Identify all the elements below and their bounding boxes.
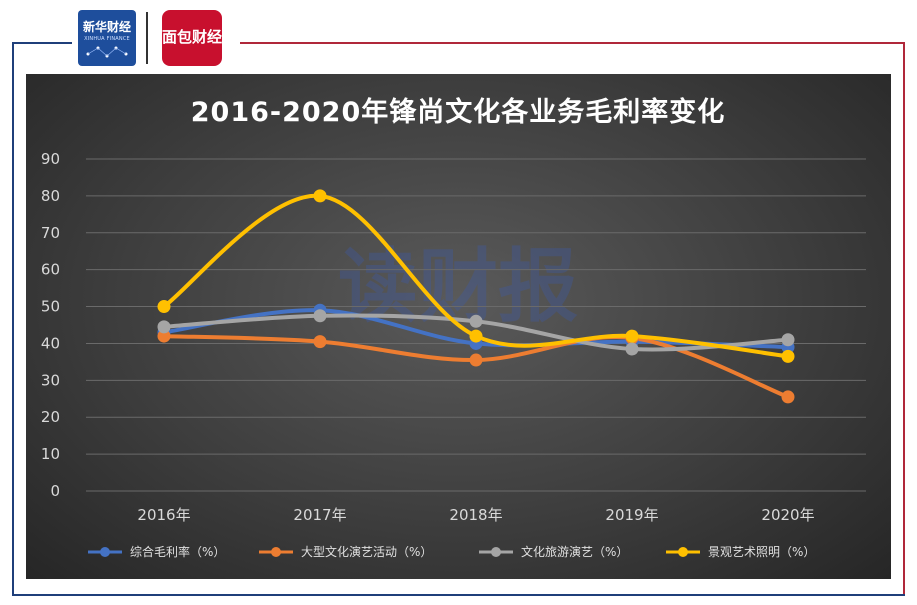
xinhua-logo-text: 新华财经 <box>82 20 131 34</box>
legend-label: 综合毛利率（%） <box>130 544 225 559</box>
mianbao-logo-text: 面包财经 <box>162 28 223 46</box>
constellation-icon <box>86 46 128 58</box>
mianbao-finance-logo: 面包财经 <box>162 10 222 66</box>
x-tick-label: 2020年 <box>761 506 814 524</box>
legend: 综合毛利率（%） 大型文化演艺活动（%） 文化旅游演艺（%） 景观艺术照明（%） <box>88 544 815 559</box>
legend-marker <box>491 547 501 557</box>
legend-marker <box>100 547 110 557</box>
data-point <box>313 309 327 323</box>
data-point <box>781 333 795 347</box>
y-tick-label: 20 <box>41 408 60 426</box>
data-point <box>469 314 483 328</box>
grid-lines <box>86 158 866 492</box>
series-line <box>162 193 790 359</box>
xinhua-logo-subtext: XINHUA FINANCE <box>84 36 130 42</box>
y-axis-ticks: 0 10 20 30 40 50 60 70 80 90 <box>41 150 60 500</box>
frame-top-left-line <box>12 42 72 44</box>
x-tick-label: 2018年 <box>449 506 502 524</box>
legend-label: 文化旅游演艺（%） <box>521 544 628 559</box>
y-tick-label: 40 <box>41 334 60 352</box>
data-point <box>469 329 483 343</box>
legend-marker <box>678 547 688 557</box>
y-tick-label: 90 <box>41 150 60 168</box>
x-tick-label: 2017年 <box>293 506 346 524</box>
data-point <box>781 349 795 363</box>
data-point <box>313 189 327 203</box>
x-tick-label: 2016年 <box>137 506 190 524</box>
data-point <box>157 300 171 314</box>
chart-title: 2016-2020年锋尚文化各业务毛利率变化 <box>191 96 726 128</box>
legend-label: 景观艺术照明（%） <box>708 545 815 559</box>
x-tick-label: 2019年 <box>605 506 658 524</box>
y-tick-label: 60 <box>41 261 60 279</box>
y-tick-label: 10 <box>41 445 60 463</box>
logo-separator <box>146 12 148 64</box>
data-point <box>157 329 171 343</box>
legend-marker <box>271 547 281 557</box>
data-point <box>157 320 171 334</box>
y-tick-label: 0 <box>50 482 60 500</box>
frame-left-line <box>12 42 14 596</box>
y-tick-label: 50 <box>41 298 60 316</box>
frame-right-line <box>903 42 905 596</box>
data-point <box>313 335 327 349</box>
y-tick-label: 80 <box>41 187 60 205</box>
x-axis-ticks: 2016年 2017年 2018年 2019年 2020年 <box>137 506 814 524</box>
data-point <box>625 329 639 343</box>
frame-bottom-line <box>12 594 905 596</box>
data-point <box>625 342 639 356</box>
data-point <box>469 353 483 367</box>
y-tick-label: 70 <box>41 224 60 242</box>
data-point <box>781 390 795 404</box>
legend-label: 大型文化演艺活动（%） <box>301 544 432 559</box>
frame-top-right-line <box>240 42 905 44</box>
xinhua-finance-logo: 新华财经 XINHUA FINANCE <box>78 10 136 66</box>
y-tick-label: 30 <box>41 371 60 389</box>
line-chart: 读财报 2016-2020年锋尚文化各业务毛利率变化 0102030405060… <box>41 96 866 559</box>
series-lines <box>157 189 795 404</box>
